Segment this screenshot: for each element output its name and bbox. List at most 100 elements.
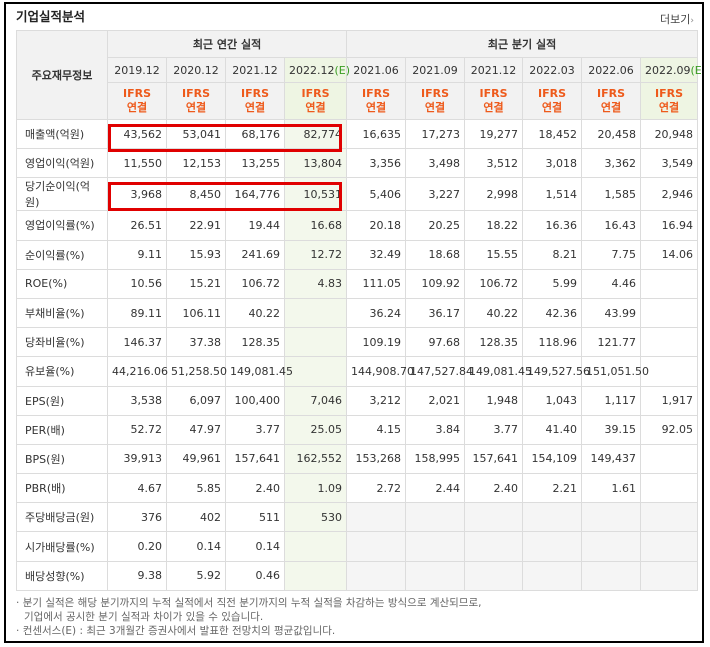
row-label: 당좌비율(%) <box>16 327 108 358</box>
row-label: BPS(원) <box>16 443 108 475</box>
ifrs-label: IFRS <box>479 87 508 100</box>
table-cell: 146.37 <box>107 327 167 358</box>
table-cell: 157,641 <box>464 443 524 475</box>
table-cell: 0.14 <box>166 531 226 562</box>
table-cell: 49,961 <box>166 443 226 475</box>
ifrs-label: IFRS <box>655 87 684 100</box>
table-cell: 13,804 <box>283 148 348 179</box>
table-cell: 2.21 <box>522 473 583 504</box>
table-cell: 3,018 <box>522 148 583 179</box>
table-cell: 2,021 <box>405 385 466 416</box>
row-label: 주당배당금(원) <box>16 502 108 533</box>
table-cell: 402 <box>166 502 226 533</box>
highlight-box-net-income <box>108 182 342 211</box>
period-label: 2020.12 <box>173 63 219 77</box>
table-cell: 92.05 <box>640 414 699 445</box>
ifrs-label: IFRS <box>597 87 626 100</box>
table-row: 부채비율(%) 89.11 106.11 40.22 36.24 36.17 40.22 42… <box>16 297 699 329</box>
table-cell: 109.92 <box>405 268 466 299</box>
table-cell: 7,046 <box>283 385 348 416</box>
table-cell: 36.17 <box>405 297 466 329</box>
ifrs-header: IFRS 연결 <box>346 82 407 120</box>
row-label: 매출액(억원) <box>16 118 108 150</box>
annual-group-header: 최근 연간 실적 <box>106 30 348 58</box>
table-cell <box>640 531 699 562</box>
period-label: 2021.06 <box>353 63 399 77</box>
table-cell: 149,081.45 <box>464 356 532 387</box>
more-label: 더보기 <box>660 13 691 26</box>
ifrs-header: IFRS 연결 <box>581 82 642 120</box>
consolidated-label: 연결 <box>126 101 148 114</box>
table-row: 영업이익(억원) 11,550 12,153 13,255 13,804 3,356 3,4… <box>16 148 699 179</box>
table-cell: 4.15 <box>346 414 407 445</box>
consolidated-label: 연결 <box>244 101 266 114</box>
table-cell: 1,948 <box>464 385 524 416</box>
table-cell: 5.92 <box>166 560 226 591</box>
table-cell: 16.68 <box>283 210 348 241</box>
table-cell: 151,051.50 <box>581 356 649 387</box>
table-cell: 6,097 <box>166 385 226 416</box>
table-cell: 106.11 <box>166 297 226 329</box>
table-cell <box>522 531 583 562</box>
table-cell: 530 <box>283 502 348 533</box>
table-cell <box>283 531 348 562</box>
row-label: 시가배당률(%) <box>16 531 108 562</box>
table-cell <box>640 356 699 387</box>
header-row-standards: IFRS 연결 IFRS 연결 IFRS 연결 IFRS 연결 IFRS 연결 IFRS 연결 IFRS… <box>17 82 699 120</box>
ifrs-header: IFRS 연결 <box>464 82 524 120</box>
consolidated-label: 연결 <box>365 101 387 114</box>
table-cell <box>522 560 583 591</box>
consolidated-label: 연결 <box>424 101 446 114</box>
table-row: 당좌비율(%) 146.37 37.38 128.35 109.19 97.68 128.3… <box>16 327 699 358</box>
table-cell: 149,437 <box>581 443 642 475</box>
consolidated-label: 연결 <box>185 101 207 114</box>
row-label: ROE(%) <box>16 268 108 299</box>
highlight-box-revenue <box>108 124 342 152</box>
table-cell: 5,406 <box>346 177 407 212</box>
ifrs-header: IFRS 연결 <box>405 82 466 120</box>
table-cell: 2.44 <box>405 473 466 504</box>
table-cell: 32.49 <box>346 239 407 270</box>
table-cell: 40.22 <box>464 297 524 329</box>
ifrs-label: IFRS <box>241 87 269 100</box>
table-row: 배당성향(%) 9.38 5.92 0.46 <box>16 560 699 591</box>
ifrs-header: IFRS 연결 <box>225 82 285 120</box>
table-cell: 11,550 <box>107 148 167 179</box>
table-cell: 3.77 <box>225 414 285 445</box>
table-cell: 37.38 <box>166 327 226 358</box>
table-cell: 18,452 <box>522 118 583 150</box>
row-label: PBR(배) <box>16 473 108 504</box>
table-row: EPS(원) 3,538 6,097 100,400 7,046 3,212 2,021 1,… <box>16 385 699 416</box>
table-cell: 147,527.84 <box>405 356 473 387</box>
table-cell: 3.77 <box>464 414 524 445</box>
table-cell: 52.72 <box>107 414 167 445</box>
table-cell: 2,998 <box>464 177 524 212</box>
more-link[interactable]: 더보기› <box>660 11 694 27</box>
footnote-3-text: 컨센서스(E) : 최근 3개월간 증권사에서 발표한 전망치의 평균값입니다. <box>22 625 336 637</box>
table-cell <box>464 531 524 562</box>
period-header: 2022.03 <box>522 57 583 83</box>
row-label: 영업이익(억원) <box>16 148 108 179</box>
table-cell: 10.56 <box>107 268 167 299</box>
table-cell: 18.22 <box>464 210 524 241</box>
table-cell: 0.20 <box>107 531 167 562</box>
table-cell <box>640 268 699 299</box>
table-cell <box>405 531 466 562</box>
table-cell <box>405 560 466 591</box>
period-header: 2020.12 <box>166 57 226 83</box>
ifrs-label: IFRS <box>301 87 330 100</box>
header-row-groups: 주요재무정보 최근 연간 실적 최근 분기 실적 <box>16 30 699 120</box>
table-cell <box>640 443 699 475</box>
table-cell: 3,212 <box>346 385 407 416</box>
row-label: 유보율(%) <box>16 356 108 387</box>
table-cell: 2.72 <box>346 473 407 504</box>
table-cell: 51,258.50 <box>166 356 227 387</box>
table-cell <box>283 327 348 358</box>
section-title: 기업실적분석 <box>16 9 86 24</box>
table-cell: 97.68 <box>405 327 466 358</box>
estimate-marker: (E) <box>334 63 351 77</box>
period-label: 2021.12 <box>470 63 517 77</box>
footnotes: · 분기 실적은 해당 분기까지의 누적 실적에서 직전 분기까지의 누적 실적… <box>16 596 481 638</box>
table-row: PER(배) 52.72 47.97 3.77 25.05 4.15 3.84 3.77 41.… <box>16 414 699 445</box>
table-cell: 109.19 <box>346 327 407 358</box>
